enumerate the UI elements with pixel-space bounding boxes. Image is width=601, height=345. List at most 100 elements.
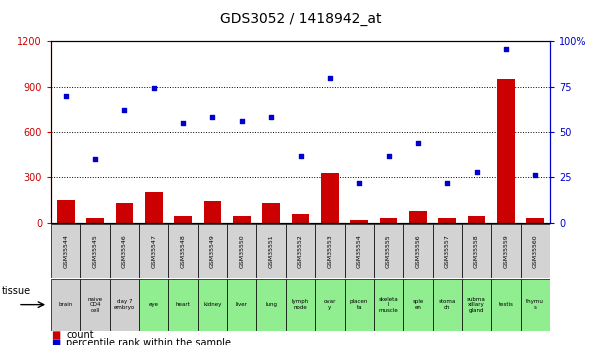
Text: heart: heart — [175, 302, 191, 307]
Text: naive
CD4
cell: naive CD4 cell — [88, 297, 103, 313]
Text: GDS3052 / 1418942_at: GDS3052 / 1418942_at — [220, 12, 381, 26]
Bar — [403, 224, 433, 278]
Text: GSM35556: GSM35556 — [415, 234, 420, 268]
Bar — [462, 224, 491, 278]
Text: brain: brain — [59, 302, 73, 307]
Bar — [174, 216, 192, 223]
Text: GSM35554: GSM35554 — [356, 234, 362, 268]
Bar — [374, 279, 403, 331]
Point — [90, 156, 100, 162]
Text: GSM35560: GSM35560 — [532, 234, 538, 268]
Text: GSM35552: GSM35552 — [298, 234, 303, 268]
Point — [296, 153, 305, 158]
Text: GSM35557: GSM35557 — [445, 234, 450, 268]
Bar — [227, 224, 257, 278]
Point — [61, 93, 70, 99]
Bar — [344, 279, 374, 331]
Point — [472, 169, 481, 175]
Bar — [350, 219, 368, 223]
Bar — [286, 279, 315, 331]
Text: placen
ta: placen ta — [350, 299, 368, 310]
Text: GSM35559: GSM35559 — [504, 234, 508, 268]
Bar — [257, 279, 286, 331]
Point — [178, 120, 188, 126]
Bar — [168, 224, 198, 278]
Bar — [409, 211, 427, 223]
Bar — [168, 279, 198, 331]
Bar — [115, 203, 133, 223]
Text: ■: ■ — [51, 330, 60, 339]
Text: kidney: kidney — [203, 302, 222, 307]
Text: GSM35548: GSM35548 — [181, 234, 186, 268]
Point — [355, 180, 364, 186]
Text: subma
xillary
gland: subma xillary gland — [467, 297, 486, 313]
Text: GSM35544: GSM35544 — [63, 234, 69, 268]
Text: GSM35546: GSM35546 — [122, 234, 127, 268]
Bar — [286, 224, 315, 278]
Bar — [87, 218, 104, 223]
Text: GSM35558: GSM35558 — [474, 234, 479, 268]
Bar — [291, 214, 310, 223]
Point — [325, 75, 335, 80]
Point — [501, 46, 511, 51]
Bar — [110, 224, 139, 278]
Point — [208, 115, 218, 120]
Bar — [51, 224, 81, 278]
Bar — [198, 224, 227, 278]
Bar — [344, 224, 374, 278]
Text: testis: testis — [498, 302, 513, 307]
Text: day 7
embryо: day 7 embryо — [114, 299, 135, 310]
Bar — [380, 218, 397, 223]
Bar — [257, 224, 286, 278]
Text: GSM35551: GSM35551 — [269, 234, 273, 268]
Point — [237, 118, 246, 124]
Bar — [520, 279, 550, 331]
Bar — [81, 279, 110, 331]
Bar — [198, 279, 227, 331]
Point — [120, 108, 129, 113]
Text: sple
en: sple en — [412, 299, 424, 310]
Bar — [321, 173, 338, 223]
Point — [383, 153, 393, 158]
Bar — [491, 224, 520, 278]
Text: thymu
s: thymu s — [526, 299, 544, 310]
Bar — [462, 279, 491, 331]
Text: GSM35547: GSM35547 — [151, 234, 156, 268]
Text: GSM35555: GSM35555 — [386, 234, 391, 268]
Text: liver: liver — [236, 302, 248, 307]
Bar — [110, 279, 139, 331]
Text: count: count — [66, 330, 94, 339]
Bar — [139, 224, 168, 278]
Text: lymph
node: lymph node — [292, 299, 309, 310]
Bar — [139, 279, 168, 331]
Text: lung: lung — [265, 302, 277, 307]
Text: GSM35545: GSM35545 — [93, 234, 97, 268]
Point — [149, 86, 159, 91]
Bar — [263, 203, 280, 223]
Bar — [497, 79, 514, 223]
Text: ■: ■ — [51, 338, 60, 345]
Bar — [51, 279, 81, 331]
Point — [413, 140, 423, 146]
Text: GSM35553: GSM35553 — [328, 234, 332, 268]
Text: stoma
ch: stoma ch — [439, 299, 456, 310]
Point — [531, 172, 540, 178]
Bar — [520, 224, 550, 278]
Text: GSM35549: GSM35549 — [210, 234, 215, 268]
Bar — [491, 279, 520, 331]
Bar — [374, 224, 403, 278]
Bar — [57, 200, 75, 223]
Bar — [233, 217, 251, 223]
Bar — [526, 218, 544, 223]
Point — [442, 180, 452, 186]
Bar — [315, 224, 344, 278]
Bar — [438, 218, 456, 223]
Bar — [81, 224, 110, 278]
Text: GSM35550: GSM35550 — [239, 234, 245, 268]
Text: ovar
y: ovar y — [324, 299, 336, 310]
Bar — [433, 224, 462, 278]
Bar — [204, 201, 221, 223]
Bar — [433, 279, 462, 331]
Bar — [315, 279, 344, 331]
Bar — [468, 217, 486, 223]
